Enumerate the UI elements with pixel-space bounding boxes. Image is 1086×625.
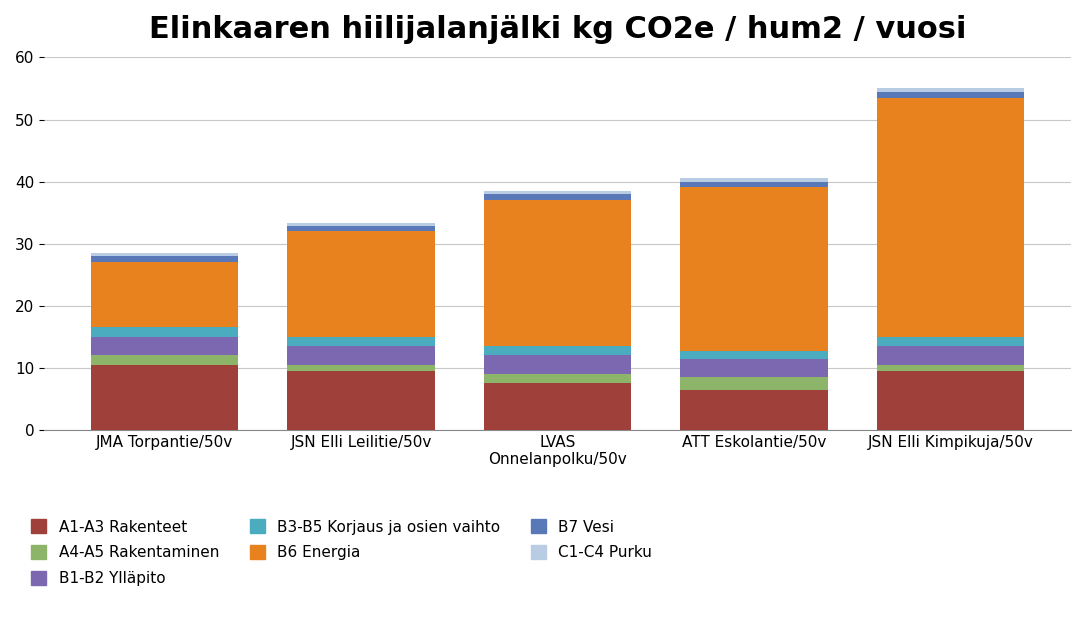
Bar <box>876 89 1024 92</box>
Bar <box>484 346 631 356</box>
Bar <box>876 346 1024 365</box>
Bar <box>91 262 238 328</box>
Bar <box>288 371 434 430</box>
Bar <box>91 365 238 430</box>
Bar <box>681 389 828 430</box>
Bar <box>91 356 238 365</box>
Bar <box>681 351 828 359</box>
Bar <box>484 383 631 430</box>
Bar <box>288 223 434 226</box>
Bar <box>681 186 828 351</box>
Bar <box>484 194 631 200</box>
Bar <box>91 253 238 256</box>
Legend: A1-A3 Rakenteet, A4-A5 Rakentaminen, B1-B2 Ylläpito, B3-B5 Korjaus ja osien vaih: A1-A3 Rakenteet, A4-A5 Rakentaminen, B1-… <box>31 519 653 586</box>
Bar <box>681 359 828 377</box>
Bar <box>876 365 1024 371</box>
Bar <box>681 377 828 389</box>
Bar <box>91 256 238 262</box>
Bar <box>876 337 1024 346</box>
Bar <box>288 337 434 346</box>
Bar <box>288 226 434 231</box>
Bar <box>288 346 434 365</box>
Bar <box>288 231 434 337</box>
Bar <box>288 365 434 371</box>
Bar <box>876 371 1024 430</box>
Bar <box>681 182 828 186</box>
Bar <box>876 98 1024 337</box>
Title: Elinkaaren hiilijalanjälki kg CO2e / hum2 / vuosi: Elinkaaren hiilijalanjälki kg CO2e / hum… <box>149 15 967 44</box>
Bar <box>681 179 828 182</box>
Bar <box>876 92 1024 98</box>
Bar <box>484 200 631 346</box>
Bar <box>484 374 631 383</box>
Bar <box>484 356 631 374</box>
Bar <box>484 191 631 194</box>
Bar <box>91 328 238 337</box>
Bar <box>91 337 238 356</box>
